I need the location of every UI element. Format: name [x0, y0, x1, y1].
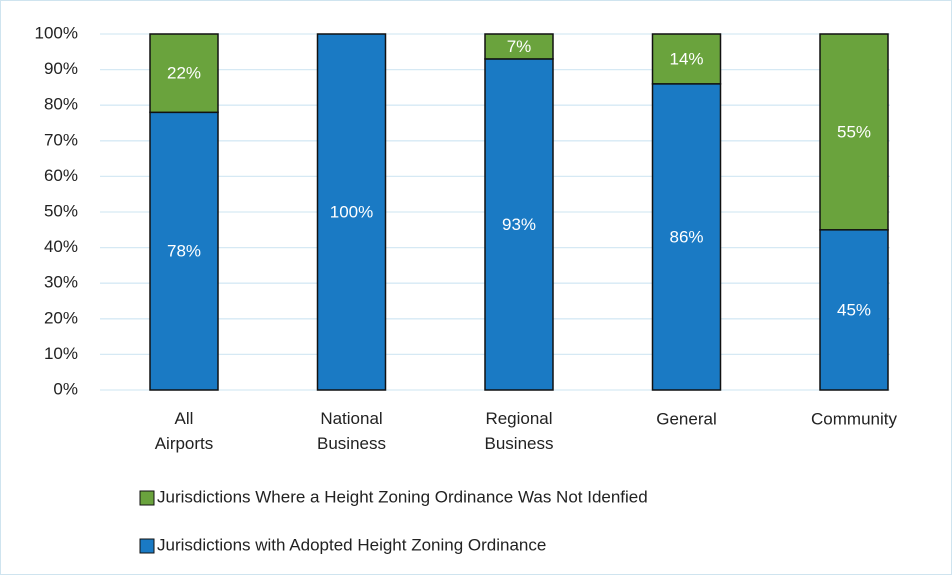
- legend-label: Jurisdictions Where a Height Zoning Ordi…: [157, 487, 648, 506]
- bar-segment: [819, 229, 889, 391]
- y-tick-label: 10%: [44, 344, 78, 363]
- y-tick-label: 0%: [53, 379, 78, 398]
- legend-swatch: [139, 490, 155, 506]
- y-tick-label: 60%: [44, 166, 78, 185]
- x-tick-label: General: [656, 409, 716, 428]
- data-label: 22%: [167, 64, 201, 83]
- data-label: 7%: [507, 37, 532, 56]
- bar-segment: [819, 33, 889, 231]
- bar-segment: [149, 111, 219, 391]
- x-tick-label: National Business: [317, 409, 386, 453]
- legend-label: Jurisdictions with Adopted Height Zoning…: [157, 535, 546, 554]
- bar-segment: [316, 33, 387, 391]
- bar-segment: [651, 33, 722, 85]
- data-label: 14%: [669, 49, 703, 68]
- y-tick-label: 50%: [44, 201, 78, 220]
- data-label: 100%: [330, 202, 373, 221]
- data-label: 78%: [167, 242, 201, 261]
- bar-segment: [651, 83, 722, 391]
- y-tick-label: 40%: [44, 237, 78, 256]
- data-label: 45%: [837, 300, 871, 319]
- data-label: 55%: [837, 122, 871, 141]
- y-tick-label: 80%: [44, 95, 78, 114]
- x-tick-label: All Airports: [155, 409, 214, 453]
- y-tick-label: 100%: [35, 23, 78, 42]
- y-tick-label: 90%: [44, 59, 78, 78]
- y-tick-label: 30%: [44, 273, 78, 292]
- x-tick-label: Regional Business: [485, 409, 554, 453]
- data-label: 93%: [502, 215, 536, 234]
- x-tick-label: Community: [811, 409, 897, 428]
- bar-segment: [149, 33, 219, 114]
- y-tick-label: 70%: [44, 130, 78, 149]
- legend-swatch: [139, 538, 155, 554]
- data-label: 86%: [669, 227, 703, 246]
- bar-segment: [484, 58, 554, 391]
- bar-segment: [484, 33, 554, 60]
- y-tick-label: 20%: [44, 308, 78, 327]
